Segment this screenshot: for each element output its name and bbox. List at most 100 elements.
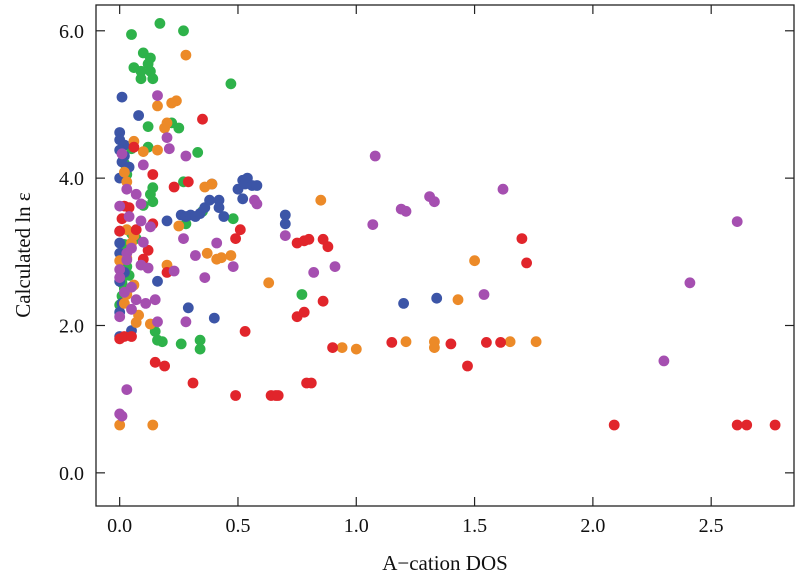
- data-point-red: [303, 233, 315, 245]
- data-point-orange: [114, 419, 126, 431]
- data-point-orange: [119, 166, 130, 178]
- data-point-purple: [142, 262, 154, 274]
- data-point-purple: [135, 215, 147, 227]
- data-point-orange: [137, 146, 149, 158]
- data-point-green: [225, 78, 237, 90]
- data-point-red: [234, 224, 246, 236]
- data-point-orange: [211, 253, 223, 265]
- data-point-red: [445, 338, 457, 350]
- data-point-purple: [116, 148, 128, 160]
- data-point-orange: [119, 298, 130, 309]
- data-point-purple: [308, 267, 320, 278]
- data-point-purple: [123, 211, 135, 222]
- data-point-red: [495, 337, 506, 348]
- x-tick-label: 2.0: [580, 515, 605, 537]
- data-point-purple: [126, 303, 137, 315]
- data-point-purple: [152, 316, 163, 328]
- data-point-green: [135, 65, 147, 77]
- data-point-purple: [114, 311, 126, 323]
- data-point-green: [296, 289, 308, 300]
- data-point-green: [194, 343, 206, 355]
- data-point-purple: [497, 183, 509, 195]
- data-point-red: [187, 377, 199, 389]
- data-point-green: [194, 334, 206, 346]
- data-point-green: [175, 338, 187, 350]
- x-tick-label: 2.5: [699, 515, 724, 537]
- data-point-red: [123, 202, 135, 214]
- data-point-blue: [279, 218, 291, 230]
- data-point-orange: [530, 336, 542, 348]
- data-point-red: [197, 113, 208, 125]
- data-point-purple: [149, 294, 161, 306]
- data-point-green: [145, 52, 156, 64]
- data-point-green: [147, 73, 159, 85]
- data-point-red: [182, 176, 194, 188]
- data-point-red: [731, 419, 743, 431]
- data-point-green: [178, 25, 189, 37]
- data-points: [114, 18, 781, 431]
- data-point-red: [147, 169, 159, 180]
- data-point-red: [327, 342, 338, 353]
- data-point-blue: [114, 237, 126, 249]
- data-point-blue: [116, 91, 128, 103]
- data-point-blue: [237, 193, 249, 205]
- data-point-red: [741, 419, 753, 431]
- data-point-orange: [173, 220, 185, 232]
- x-tick-label: 0.0: [107, 515, 132, 537]
- data-point-orange: [263, 277, 275, 289]
- data-point-blue: [398, 298, 409, 309]
- data-point-red: [322, 241, 334, 253]
- data-point-purple: [367, 219, 379, 231]
- data-point-orange: [152, 144, 163, 156]
- data-point-purple: [152, 90, 163, 101]
- data-point-orange: [504, 336, 516, 348]
- data-point-orange: [121, 176, 133, 188]
- y-tick-label: 0.0: [59, 463, 84, 485]
- data-point-blue: [213, 194, 225, 206]
- data-point-red: [305, 377, 317, 389]
- data-point-red: [481, 337, 492, 348]
- x-tick-label: 0.5: [225, 515, 250, 537]
- data-point-orange: [130, 317, 142, 328]
- data-point-red: [769, 419, 781, 431]
- data-point-red: [521, 257, 532, 269]
- data-point-red: [386, 337, 398, 348]
- data-point-orange: [315, 194, 327, 206]
- data-point-red: [168, 181, 180, 193]
- data-point-purple: [227, 261, 239, 272]
- data-point-blue: [133, 110, 145, 121]
- data-point-orange: [180, 49, 192, 61]
- data-point-purple: [114, 272, 126, 283]
- x-tick-label: 1.0: [344, 515, 369, 537]
- data-point-red: [272, 390, 284, 401]
- data-point-purple: [130, 294, 142, 306]
- data-point-green: [135, 73, 147, 85]
- data-point-purple: [658, 355, 670, 367]
- data-point-blue: [251, 180, 263, 191]
- data-point-blue: [182, 302, 194, 314]
- data-point-purple: [178, 233, 189, 245]
- data-point-orange: [147, 419, 159, 431]
- data-point-purple: [180, 150, 192, 162]
- data-point-purple: [116, 410, 128, 422]
- data-point-red: [159, 360, 171, 372]
- data-point-purple: [190, 250, 201, 261]
- data-point-red: [239, 326, 251, 337]
- data-point-green: [126, 29, 137, 40]
- data-point-purple: [145, 221, 156, 233]
- data-point-purple: [478, 289, 490, 300]
- data-point-purple: [731, 216, 743, 228]
- data-point-purple: [121, 183, 133, 195]
- data-point-red: [298, 306, 310, 318]
- data-point-purple: [135, 198, 147, 210]
- data-point-blue: [204, 194, 216, 206]
- data-point-orange: [171, 95, 182, 107]
- data-point-purple: [329, 261, 341, 272]
- data-point-orange: [400, 336, 412, 348]
- data-point-red: [230, 390, 242, 401]
- data-point-purple: [369, 150, 381, 162]
- data-point-purple: [114, 264, 126, 275]
- data-point-purple: [137, 159, 149, 171]
- data-point-orange: [199, 181, 211, 193]
- data-point-orange: [469, 255, 480, 267]
